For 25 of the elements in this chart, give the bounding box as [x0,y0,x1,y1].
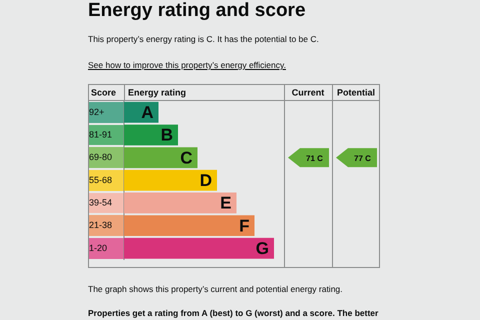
text: See how to improve this property’s energy efficiency. [88,60,286,70]
y-axis-title: Score [91,87,116,98]
chart-title: Energy rating and score [88,0,306,22]
x-axis-title: Energy rating [128,87,186,98]
annotation: F [239,216,250,236]
y-tick-label: 21-38 [89,220,112,230]
annotation: G [256,238,269,258]
text: The graph shows this property’s current and potential energy rating. [88,284,343,294]
text: Potential [336,87,376,98]
text: 77 C [354,154,372,163]
text: 71 C [306,154,324,163]
text: Current [292,87,324,98]
annotation: D [200,170,212,190]
y-tick-label: 1-20 [89,242,108,253]
y-tick-label: 92+ [89,106,104,117]
y-tick-label: 55-68 [89,174,112,185]
y-tick-label: 39-54 [89,197,112,208]
annotation: B [160,126,173,145]
annotation: E [220,194,232,213]
chart-subtitle: This property’s energy rating is C. It has the potential to be C. [88,34,319,44]
annotation: C [180,148,192,168]
text: Properties get a rating from A (best) to G (worst) and a score. The better [88,308,378,318]
annotation: A [141,103,154,122]
y-tick-label: 69-80 [89,152,112,162]
y-tick-label: 81-91 [89,129,112,140]
